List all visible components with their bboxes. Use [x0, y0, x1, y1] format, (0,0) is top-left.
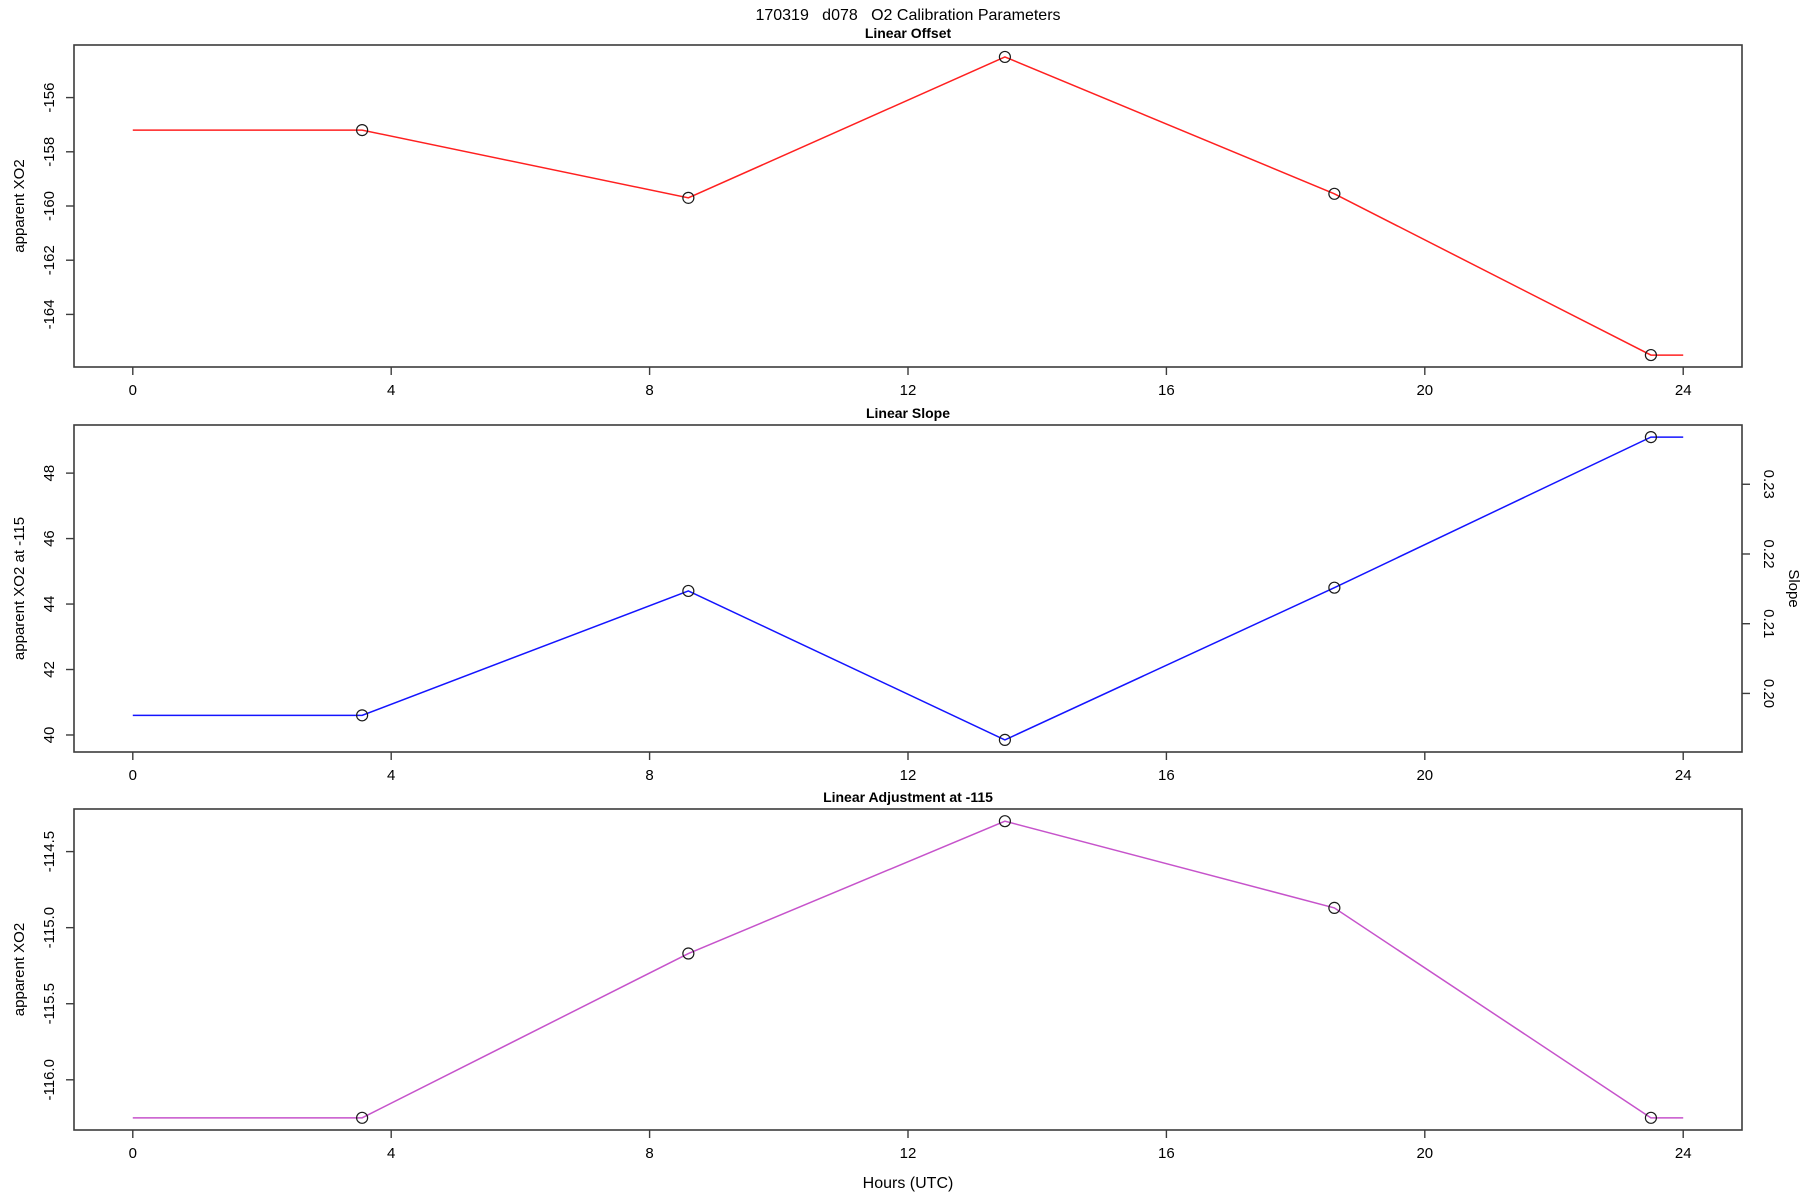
- x-tick-label: 8: [645, 1145, 653, 1162]
- y-tick-label: -115.5: [41, 983, 58, 1024]
- y-tick-label: 46: [41, 530, 58, 547]
- x-tick-label: 4: [387, 1145, 395, 1162]
- y-tick-label: -115.0: [41, 907, 58, 948]
- x-tick-label: 8: [645, 382, 653, 399]
- right-axis-label: Slope: [1785, 569, 1800, 607]
- y-axis-label: apparent XO2: [11, 923, 28, 1016]
- x-tick-label: 0: [129, 382, 137, 399]
- data-point-marker: [356, 709, 369, 722]
- y-tick-label: -162: [41, 245, 58, 275]
- x-tick-label: 20: [1416, 767, 1433, 784]
- x-tick-label: 8: [645, 767, 653, 784]
- y-tick-label: -116.0: [41, 1059, 58, 1100]
- right-tick-label: 0.23: [1760, 470, 1777, 499]
- x-tick-label: 0: [129, 1145, 137, 1162]
- x-tick-label: 12: [900, 382, 917, 399]
- right-tick-label: 0.21: [1760, 609, 1777, 638]
- y-tick-label: 42: [41, 661, 58, 678]
- data-point-marker: [356, 1111, 369, 1124]
- x-tick-label: 20: [1416, 382, 1433, 399]
- right-tick-label: 0.22: [1760, 539, 1777, 568]
- data-point-marker: [998, 815, 1012, 828]
- y-tick-label: -164: [41, 299, 58, 329]
- x-tick-label: 16: [1158, 382, 1175, 399]
- data-point-marker: [998, 733, 1012, 746]
- x-tick-label: 16: [1158, 767, 1175, 784]
- data-point-marker: [998, 50, 1012, 64]
- plot-border: [73, 424, 1743, 753]
- y-tick-label: -158: [41, 137, 58, 167]
- y-tick-label: 44: [41, 596, 58, 613]
- right-tick-label: 0.20: [1760, 679, 1777, 708]
- x-tick-label: 24: [1675, 767, 1692, 784]
- data-point-marker: [682, 191, 695, 204]
- x-tick-label: 0: [129, 767, 137, 784]
- chart-title: Linear Adjustment at -115: [823, 789, 993, 805]
- data-point-marker: [1644, 431, 1658, 444]
- y-tick-label: 40: [41, 727, 58, 744]
- y-tick-label: -156: [41, 83, 58, 113]
- data-point-marker: [682, 947, 695, 960]
- series-line: [132, 436, 1684, 741]
- x-axis-label: Hours (UTC): [863, 1175, 954, 1192]
- plot-border: [73, 44, 1743, 368]
- plot-border: [73, 808, 1743, 1131]
- data-point-marker: [1644, 348, 1658, 362]
- y-tick-label: 48: [41, 465, 58, 482]
- y-axis-label: apparent XO2 at -115: [11, 517, 28, 660]
- y-tick-label: -160: [41, 191, 58, 221]
- x-tick-label: 20: [1416, 1145, 1433, 1162]
- x-tick-label: 4: [387, 767, 395, 784]
- y-axis-label: apparent XO2: [11, 159, 28, 252]
- x-tick-label: 24: [1675, 382, 1692, 399]
- data-point-marker: [1328, 901, 1341, 914]
- y-tick-label: -114.5: [41, 831, 58, 872]
- figure-title: 170319 d078 O2 Calibration Parameters: [755, 7, 1061, 24]
- x-tick-label: 24: [1675, 1145, 1692, 1162]
- x-tick-label: 12: [900, 767, 917, 784]
- data-point-marker: [682, 584, 695, 598]
- x-tick-label: 12: [900, 1145, 917, 1162]
- data-point-marker: [1328, 581, 1341, 594]
- data-point-marker: [1644, 1111, 1658, 1124]
- series-line: [132, 56, 1684, 356]
- x-tick-label: 4: [387, 382, 395, 399]
- x-tick-label: 16: [1158, 1145, 1175, 1162]
- data-point-marker: [1328, 187, 1341, 200]
- chart-title: Linear Offset: [865, 25, 952, 41]
- chart-title: Linear Slope: [866, 405, 950, 421]
- series-line: [132, 820, 1684, 1119]
- data-point-marker: [356, 124, 369, 137]
